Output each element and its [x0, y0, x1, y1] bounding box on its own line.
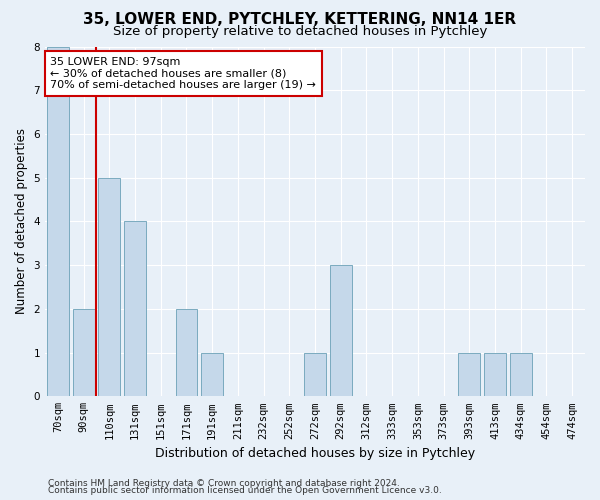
Bar [510, 352, 532, 397]
Bar [330, 265, 352, 396]
Bar [176, 309, 197, 396]
Bar [47, 46, 69, 397]
X-axis label: Distribution of detached houses by size in Pytchley: Distribution of detached houses by size … [155, 447, 475, 460]
Bar [458, 352, 480, 397]
Bar [484, 352, 506, 397]
Text: 35, LOWER END, PYTCHLEY, KETTERING, NN14 1ER: 35, LOWER END, PYTCHLEY, KETTERING, NN14… [83, 12, 517, 28]
Bar [124, 222, 146, 396]
Bar [201, 352, 223, 397]
Bar [304, 352, 326, 397]
Bar [73, 309, 95, 396]
Text: Contains HM Land Registry data © Crown copyright and database right 2024.: Contains HM Land Registry data © Crown c… [48, 478, 400, 488]
Text: Contains public sector information licensed under the Open Government Licence v3: Contains public sector information licen… [48, 486, 442, 495]
Text: Size of property relative to detached houses in Pytchley: Size of property relative to detached ho… [113, 25, 487, 38]
Bar [98, 178, 120, 396]
Y-axis label: Number of detached properties: Number of detached properties [15, 128, 28, 314]
Text: 35 LOWER END: 97sqm
← 30% of detached houses are smaller (8)
70% of semi-detache: 35 LOWER END: 97sqm ← 30% of detached ho… [50, 57, 316, 90]
